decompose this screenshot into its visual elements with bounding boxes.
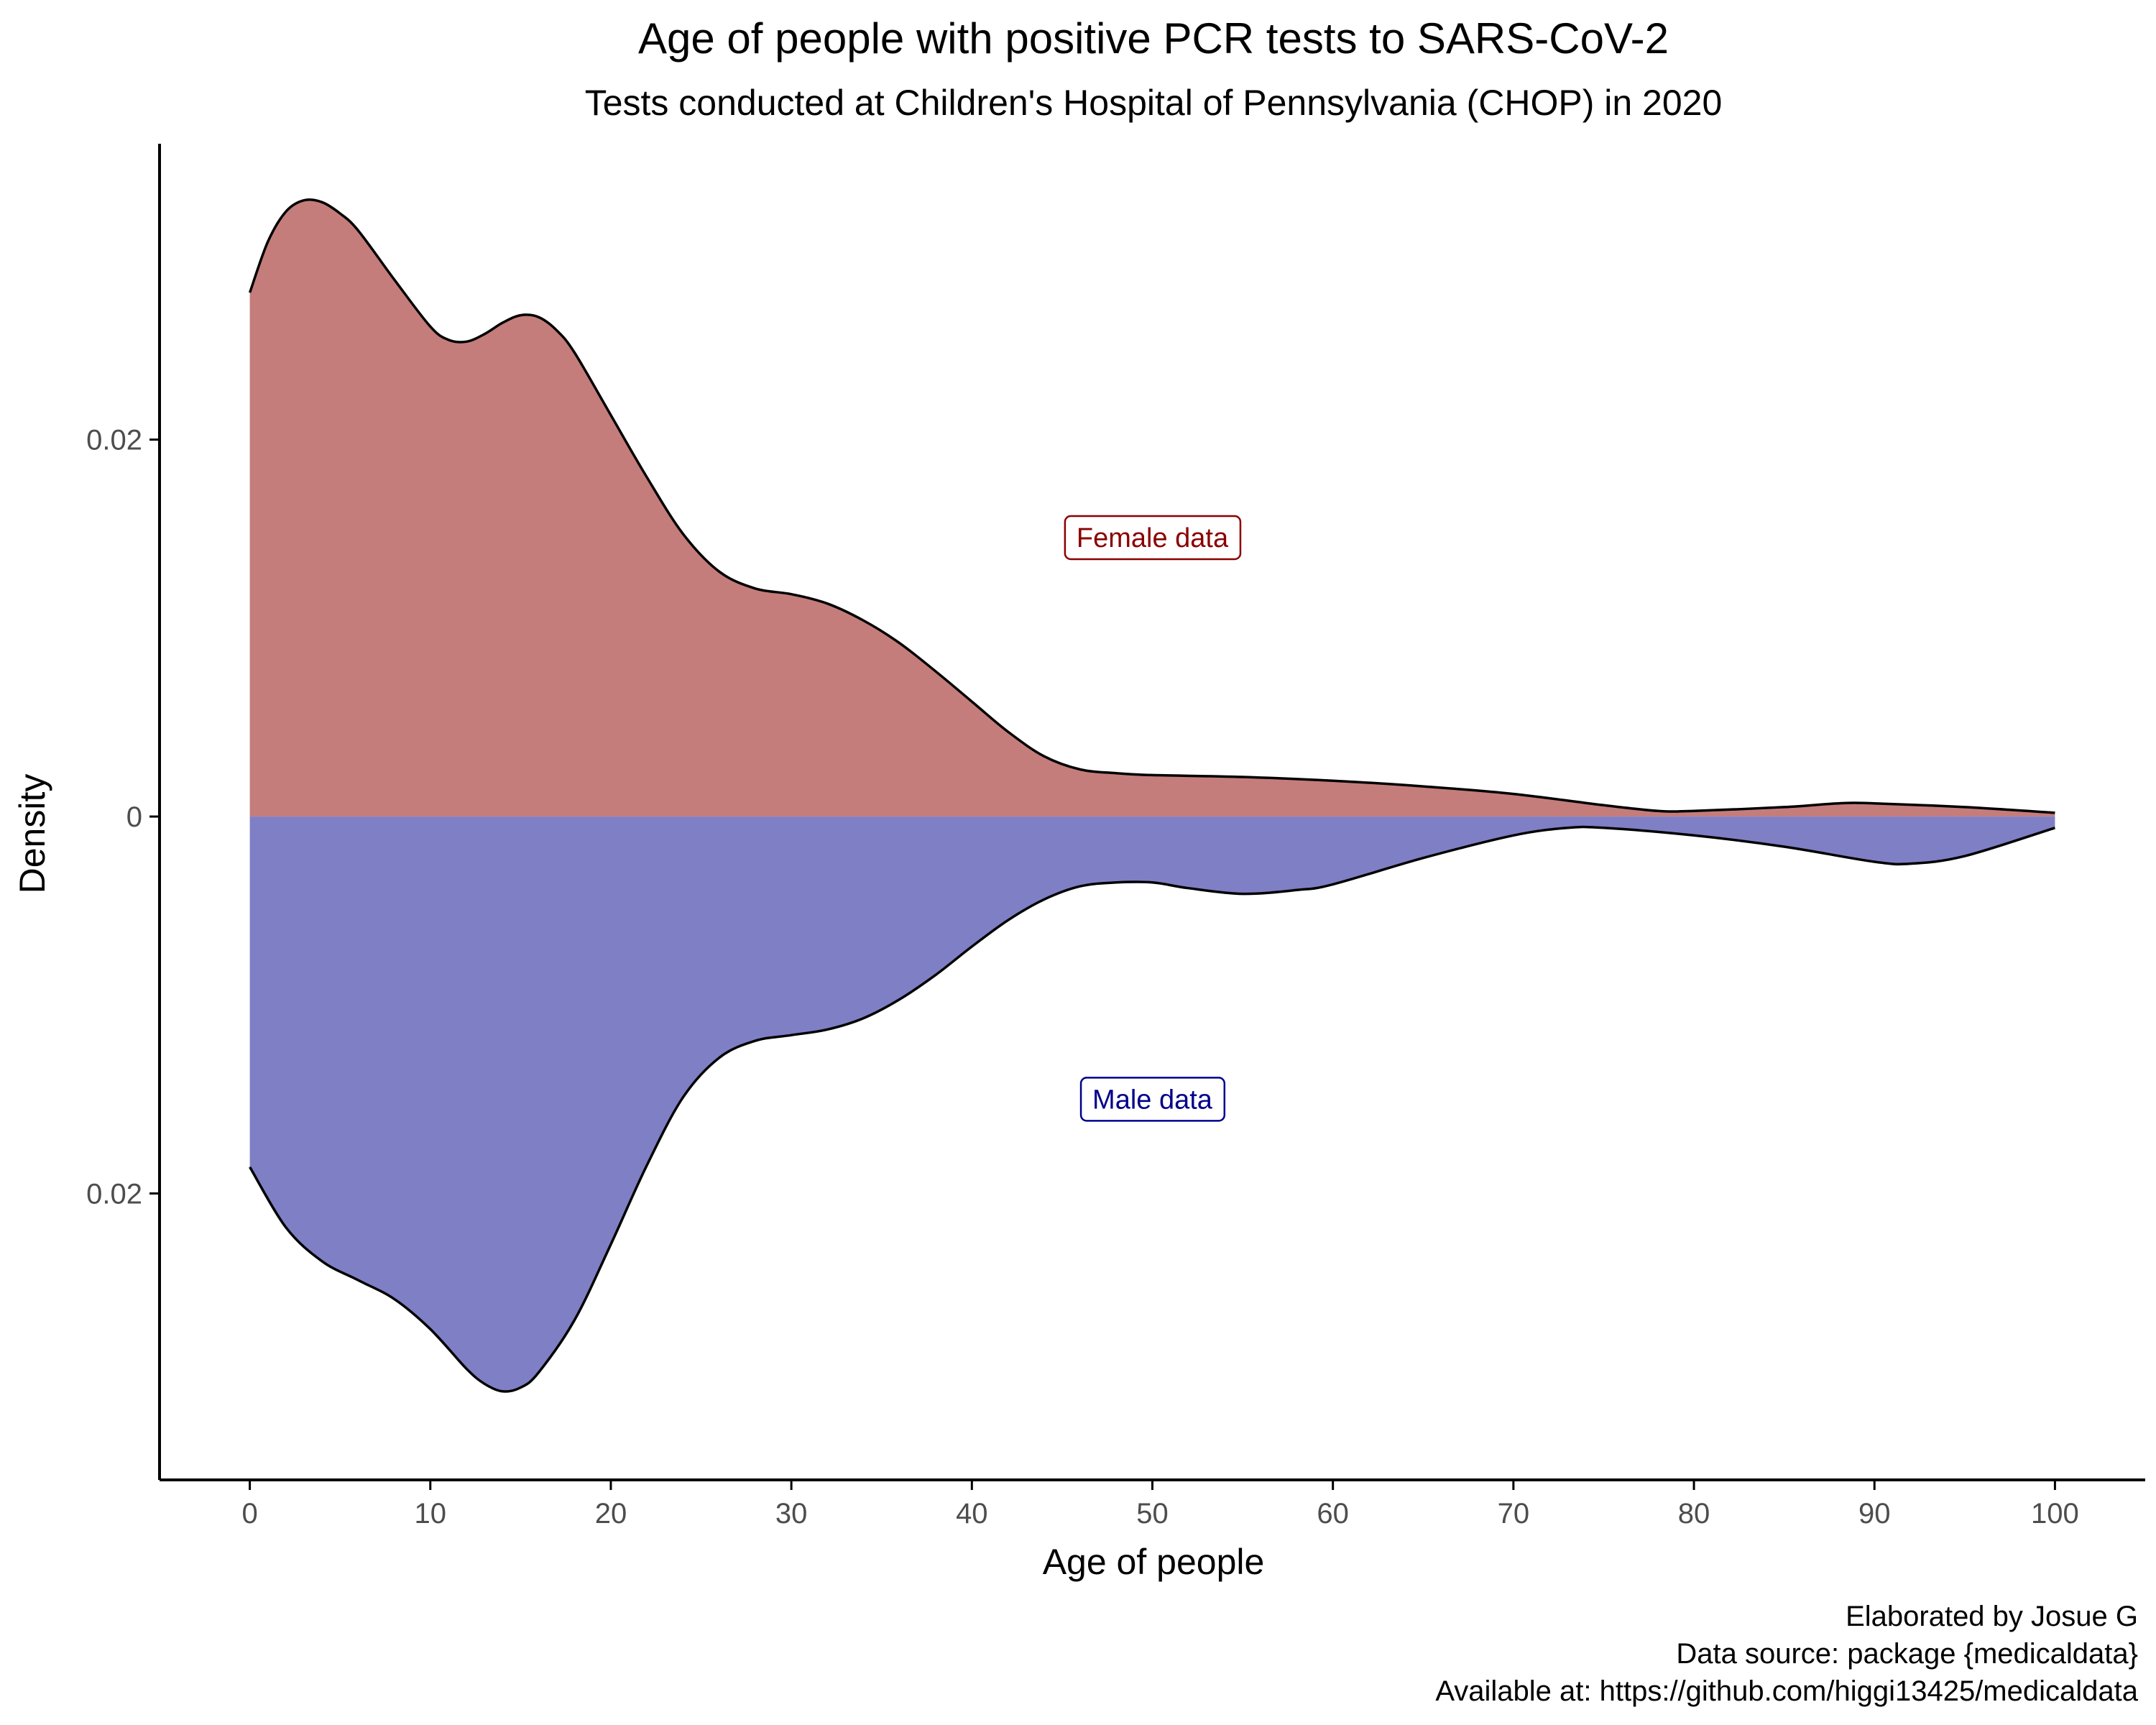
x-tick-label: 10 <box>415 1498 447 1530</box>
annotation-label: Male data <box>1092 1085 1213 1115</box>
caption-line-2: Data source: package {medicaldata} <box>1676 1638 2138 1670</box>
annotation-box <box>1064 515 1242 561</box>
annotation-box <box>1079 1077 1226 1122</box>
caption-line-3: Available at: https://github.com/higgi13… <box>1435 1675 2138 1707</box>
plot-area <box>248 198 2055 1393</box>
y-tick-label: 0.02 <box>86 1178 142 1210</box>
x-tick-label: 50 <box>1136 1498 1169 1530</box>
y-axis-title: Density <box>12 774 52 894</box>
chart-subtitle: Tests conducted at Children's Hospital o… <box>585 83 1723 123</box>
annotation-male: Male data <box>1079 1077 1226 1122</box>
x-tick-label: 90 <box>1858 1498 1891 1530</box>
annotation-label: Female data <box>1077 523 1229 553</box>
annotation-female: Female data <box>1064 515 1242 561</box>
annotations: Female data Male data <box>1064 515 1242 1122</box>
x-tick-label: 20 <box>595 1498 627 1530</box>
series-0-area <box>249 199 2055 817</box>
caption-line-1: Elaborated by Josue G <box>1846 1601 2138 1632</box>
x-axis-ticks: 0 10 20 30 40 50 60 70 80 90 100 <box>241 1480 2079 1530</box>
x-tick-label: 60 <box>1317 1498 1349 1530</box>
x-tick-label: 70 <box>1498 1498 1530 1530</box>
series-0-line <box>248 198 2055 814</box>
series-1-area <box>249 816 2055 1392</box>
x-tick-label: 100 <box>2031 1498 2079 1530</box>
y-tick-label: 0 <box>126 801 142 833</box>
y-tick-label: 0.02 <box>86 425 142 456</box>
x-tick-label: 30 <box>775 1498 808 1530</box>
chart-title: Age of people with positive PCR tests to… <box>638 14 1669 63</box>
y-axis-ticks: 0.02 0 0.02 <box>86 425 160 1210</box>
x-tick-label: 40 <box>956 1498 988 1530</box>
x-tick-label: 80 <box>1678 1498 1710 1530</box>
x-tick-label: 0 <box>241 1498 257 1530</box>
x-axis-title: Age of people <box>1043 1542 1265 1582</box>
series-1-line <box>249 825 2055 1393</box>
